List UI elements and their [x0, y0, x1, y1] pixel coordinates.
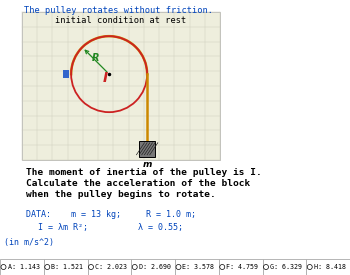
Text: (in m/s^2): (in m/s^2) — [4, 238, 54, 247]
Text: G: 6.329: G: 6.329 — [270, 264, 302, 270]
Bar — [262, 259, 306, 275]
Text: Calculate the acceleration of the block: Calculate the acceleration of the block — [26, 179, 250, 188]
Text: R: R — [91, 53, 99, 63]
Bar — [63, 70, 69, 78]
Text: E: 3.578: E: 3.578 — [182, 264, 215, 270]
Text: initial condition at rest: initial condition at rest — [55, 16, 187, 25]
Text: B: 1.521: B: 1.521 — [51, 264, 83, 270]
Text: H: 8.418: H: 8.418 — [314, 264, 346, 270]
Bar — [139, 141, 155, 157]
Bar — [131, 259, 175, 275]
Text: A: 1.143: A: 1.143 — [7, 264, 40, 270]
Bar — [22, 12, 220, 160]
Text: D: 2.690: D: 2.690 — [139, 264, 171, 270]
Text: DATA:    m = 13 kg;     R = 1.0 m;: DATA: m = 13 kg; R = 1.0 m; — [26, 210, 196, 219]
Bar — [44, 259, 88, 275]
Text: C: 2.023: C: 2.023 — [95, 264, 127, 270]
Text: I: I — [103, 71, 108, 85]
Bar — [88, 259, 131, 275]
Bar — [0, 259, 44, 275]
Text: m: m — [142, 160, 152, 169]
Bar — [306, 259, 350, 275]
Text: The moment of inertia of the pulley is I.: The moment of inertia of the pulley is I… — [26, 168, 262, 177]
Text: F: 4.759: F: 4.759 — [226, 264, 258, 270]
Text: I = λm R²;          λ = 0.55;: I = λm R²; λ = 0.55; — [38, 223, 183, 232]
Text: The pulley rotates without friction.: The pulley rotates without friction. — [24, 6, 213, 15]
Bar — [175, 259, 219, 275]
Text: when the pulley begins to rotate.: when the pulley begins to rotate. — [26, 190, 216, 199]
Bar — [219, 259, 262, 275]
